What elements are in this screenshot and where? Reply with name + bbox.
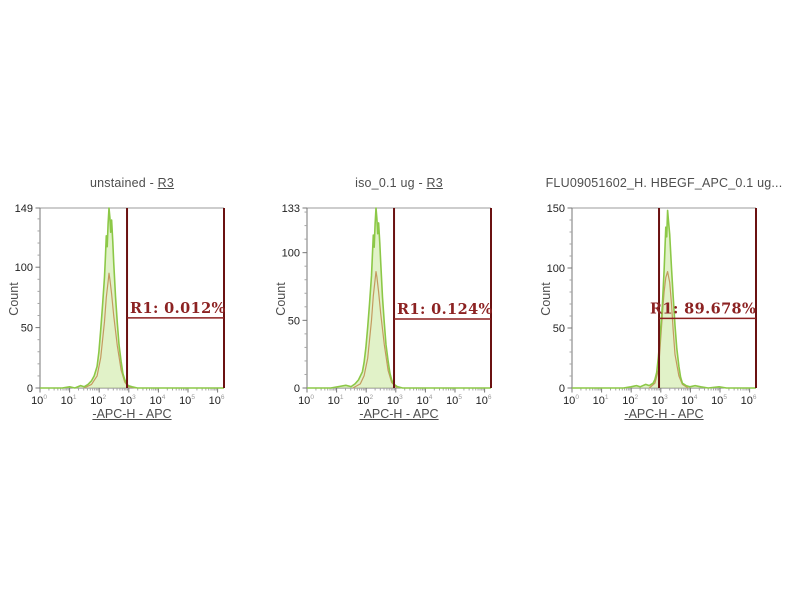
x-tick-label: 104 [416,394,432,407]
histogram-plot: 100 101 102 103 104 105 106 0 50 100 150 R1: 89.678… [547,203,757,407]
x-tick-label: 104 [149,394,165,407]
x-tick-label: 104 [681,394,697,407]
y-tick-label: 0 [27,383,33,395]
x-tick-label: 106 [209,394,225,407]
x-axis-label-link[interactable]: -APC-H - APC [359,407,438,421]
y-tick-label: 149 [15,203,33,215]
histogram-fill [307,208,491,388]
y-tick-label: 0 [559,383,565,395]
x-tick-label: 100 [563,394,579,407]
panel-title: FLU09051602_H. HBEGF_APC_0.1 ug... [546,176,783,190]
panel-title: iso_0.1 ug - R3 [355,176,443,190]
panel-title: unstained - R3 [90,176,174,190]
x-tick-label: 103 [387,394,403,407]
y-tick-label: 50 [553,323,565,335]
x-tick-label: 105 [711,394,727,407]
histogram-panel-isotype: iso_0.1 ug - R3 Count 100 101 102 103 104 105… [267,170,517,432]
panel-title-gate-link[interactable]: R3 [426,176,443,190]
panel-title-text: unstained - [89,176,158,190]
y-tick-label: 150 [547,203,565,215]
panel-title-text: FLU09051602_H. HBEGF_APC_0.1 ug... [545,176,783,190]
gate-label[interactable]: R1: 0.012% [130,300,226,317]
panel-title-gate-link[interactable]: R3 [157,176,175,190]
x-tick-label: 106 [476,394,492,407]
y-tick-label: 133 [282,203,300,215]
gate-label[interactable]: R1: 0.124% [397,301,493,318]
x-axis-label-link[interactable]: -APC-H - APC [92,407,171,421]
x-tick-label: 100 [298,394,314,407]
y-tick-label: 100 [15,262,33,274]
x-tick-label: 106 [741,394,757,407]
x-tick-label: 102 [90,394,106,407]
y-tick-label: 50 [288,315,300,327]
x-tick-label: 100 [31,394,47,407]
histogram-fill [40,208,224,388]
x-tick-label: 102 [357,394,373,407]
x-axis-label-text: -APC-H - APC [92,407,172,421]
x-tick-label: 102 [622,394,638,407]
x-tick-label: 101 [61,394,77,407]
x-tick-label: 101 [328,394,344,407]
histogram-panel-hbegf-apc: FLU09051602_H. HBEGF_APC_0.1 ug... Count… [532,170,782,432]
histogram-plot: 100 101 102 103 104 105 106 0 50 100 133 R1: 0.124% [282,203,493,407]
x-tick-label: 105 [446,394,462,407]
histogram-outline [307,207,491,389]
x-tick-label: 103 [652,394,668,407]
overlay-curve [352,270,398,389]
x-axis-label-text: -APC-H - APC [624,407,704,421]
panel-title-text: iso_0.1 ug - [355,176,427,190]
x-axis-label-link[interactable]: -APC-H - APC [624,407,703,421]
histogram-panel-unstained: unstained - R3 Count 100 101 102 103 104 105 1… [0,170,250,432]
x-tick-label: 103 [120,394,136,407]
histogram-outline [40,207,224,389]
y-tick-label: 50 [21,323,33,335]
x-tick-label: 105 [179,394,195,407]
histogram-plot: 100 101 102 103 104 105 106 0 50 100 149 R1: 0.012% [15,203,226,407]
y-tick-label: 0 [294,383,300,395]
histogram-outline [572,209,756,389]
y-tick-label: 100 [282,248,300,260]
gate-label[interactable]: R1: 89.678% [650,300,756,317]
x-tick-label: 101 [593,394,609,407]
y-tick-label: 100 [547,263,565,275]
x-axis-label-text: -APC-H - APC [359,407,439,421]
